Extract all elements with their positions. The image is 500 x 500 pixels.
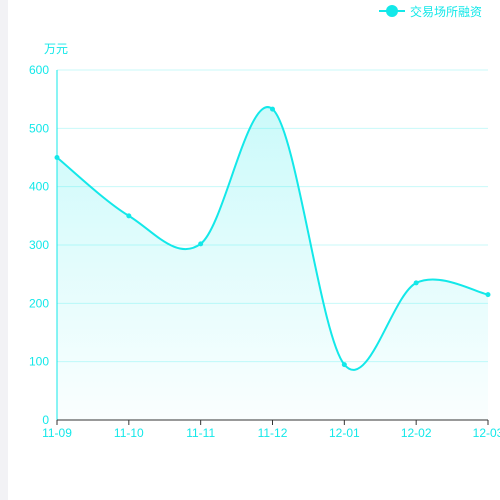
data-point[interactable] [198,241,204,247]
x-tick-label: 11-11 [186,426,215,440]
series-area [57,107,488,420]
legend-label: 交易场所融资 [409,4,482,19]
data-point[interactable] [54,155,60,160]
left-panel-edge [0,0,8,500]
x-tick-label: 11-09 [42,426,72,440]
series-line [56,106,489,371]
y-tick-label: 600 [29,63,49,77]
y-tick-label: 0 [42,413,49,427]
x-tick-label: 12-03 [473,426,500,440]
y-tick-label: 400 [29,180,49,194]
legend[interactable]: 交易场所融资 [378,3,482,19]
y-axis-ticks: 0 100 200 300 400 500 600 [29,63,49,427]
x-tick-label: 12-02 [401,426,432,440]
x-axis-ticks: 11-09 11-10 11-11 11-12 12-01 12-02 12-03 [42,420,500,440]
legend-marker-icon [378,4,405,18]
x-tick-label: 11-10 [114,426,144,440]
y-tick-label: 500 [29,121,49,135]
data-point[interactable] [126,213,132,219]
x-tick-label: 11-12 [258,426,288,440]
x-tick-label: 12-01 [329,426,360,440]
y-axis-unit: 万元 [44,42,69,56]
data-point[interactable] [341,362,347,368]
y-tick-label: 100 [29,355,49,369]
y-tick-label: 200 [29,296,49,310]
data-point[interactable] [413,280,419,286]
data-point[interactable] [270,106,275,112]
y-tick-label: 300 [29,238,49,252]
data-points [54,106,491,368]
data-point[interactable] [485,292,491,298]
